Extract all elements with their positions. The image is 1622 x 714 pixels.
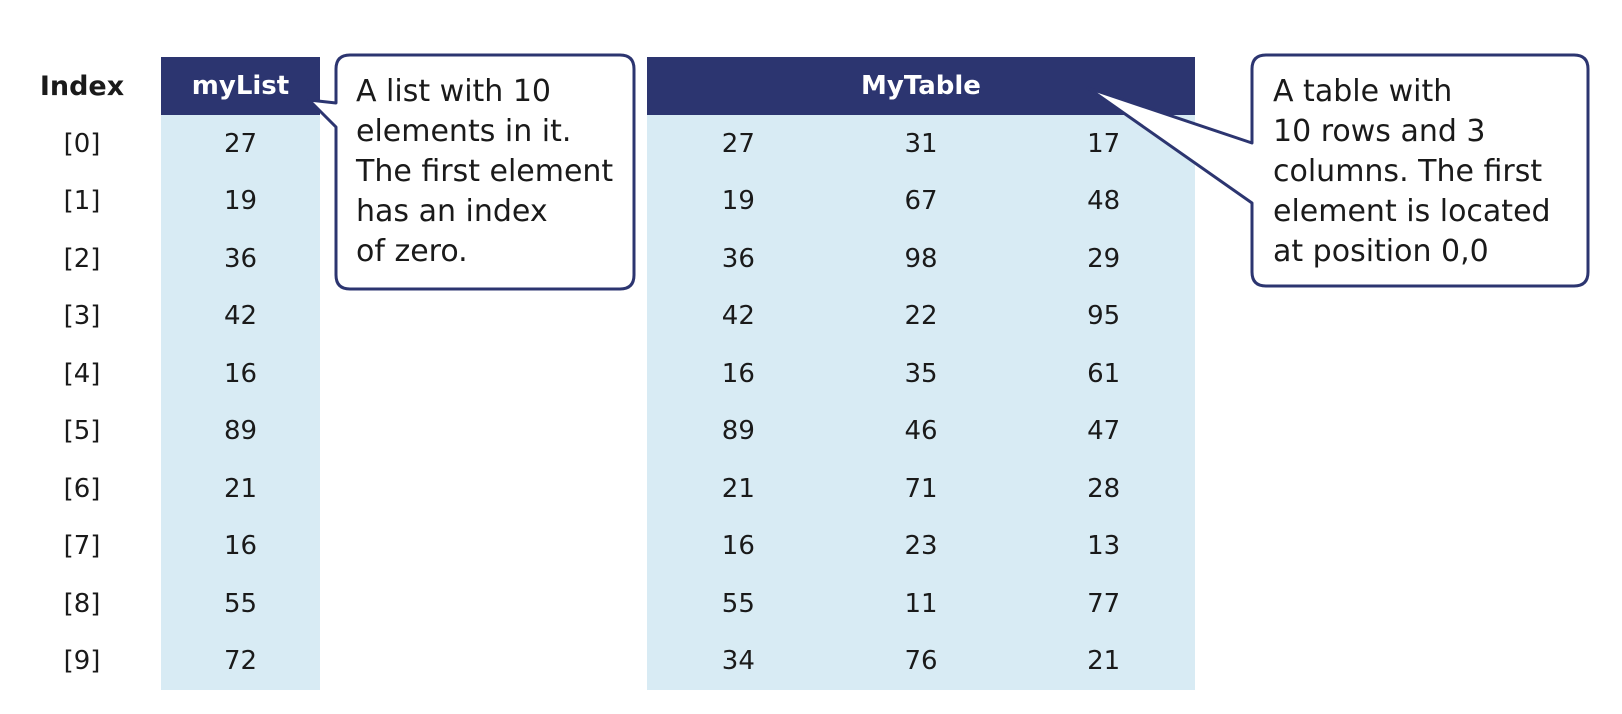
table-cell: 31 — [904, 128, 938, 159]
table-cell: 19 — [721, 186, 755, 217]
list-header: myList — [161, 57, 320, 115]
list-cell: 21 — [223, 473, 258, 504]
table-cell: 89 — [721, 416, 755, 447]
list-cell: 36 — [223, 243, 258, 274]
table-row: 16 23 13 — [647, 518, 1195, 576]
table-cell: 16 — [721, 531, 755, 562]
table-row: 27 31 17 — [647, 115, 1195, 173]
table-row: 36 98 29 — [647, 230, 1195, 288]
table-cell: 23 — [904, 531, 938, 562]
list-callout-text: A list with 10 elements in it. The first… — [356, 74, 614, 269]
index-cell: [0] — [63, 128, 101, 159]
table-cell: 13 — [1087, 531, 1121, 562]
table-cell: 29 — [1087, 243, 1121, 274]
table-cell: 61 — [1087, 358, 1121, 389]
table-cell: 76 — [904, 646, 938, 677]
index-column: [0] [1] [2] [3] [4] [5] [6] [7] [8] [9] — [30, 115, 134, 690]
list-cell: 19 — [223, 186, 258, 217]
table-callout-text: A table with 10 rows and 3 columns. The … — [1273, 74, 1551, 269]
index-cell: [7] — [63, 531, 101, 562]
index-cell: [4] — [63, 358, 101, 389]
table-cell: 77 — [1087, 588, 1121, 619]
table-header: MyTable — [647, 57, 1195, 115]
table-row: 21 71 28 — [647, 460, 1195, 518]
table-row: 89 46 47 — [647, 403, 1195, 461]
table-row: 19 67 48 — [647, 173, 1195, 231]
table-row: 55 11 77 — [647, 575, 1195, 633]
table-cell: 35 — [904, 358, 938, 389]
table-row: 34 76 21 — [647, 633, 1195, 691]
list-cell: 55 — [223, 588, 258, 619]
index-cell: [1] — [63, 186, 101, 217]
table-cell: 47 — [1087, 416, 1121, 447]
index-cell: [2] — [63, 243, 101, 274]
index-cell: [3] — [63, 301, 101, 332]
list-cell: 42 — [223, 301, 258, 332]
index-cell: [5] — [63, 416, 101, 447]
list-cell: 72 — [223, 646, 258, 677]
table-cell: 21 — [1087, 646, 1121, 677]
index-cell: [6] — [63, 473, 101, 504]
table-cell: 95 — [1087, 301, 1121, 332]
table-cell: 22 — [904, 301, 938, 332]
table-cell: 16 — [721, 358, 755, 389]
list-cell: 27 — [223, 128, 258, 159]
index-cell: [8] — [63, 588, 101, 619]
table-cell: 11 — [904, 588, 938, 619]
index-header: Index — [39, 71, 125, 102]
table-row: 42 22 95 — [647, 288, 1195, 346]
list-cell: 16 — [223, 531, 258, 562]
list-cell: 89 — [223, 416, 258, 447]
list-cell: 16 — [223, 358, 258, 389]
table-row: 16 35 61 — [647, 345, 1195, 403]
table-cell: 21 — [721, 473, 755, 504]
table-cell: 67 — [904, 186, 938, 217]
table-cell: 46 — [904, 416, 938, 447]
index-cell: [9] — [63, 646, 101, 677]
list-body: 27 19 36 42 16 89 21 16 55 72 — [161, 115, 320, 690]
table-cell: 28 — [1087, 473, 1121, 504]
table-cell: 34 — [721, 646, 755, 677]
table-cell: 98 — [904, 243, 938, 274]
table-cell: 42 — [721, 301, 755, 332]
table-body: 27 31 17 19 67 48 36 98 29 42 22 95 16 3… — [647, 115, 1195, 690]
table-cell: 48 — [1087, 186, 1121, 217]
table-cell: 71 — [904, 473, 938, 504]
table-cell: 27 — [721, 128, 755, 159]
table-cell: 36 — [721, 243, 755, 274]
table-cell: 55 — [721, 588, 755, 619]
table-cell: 17 — [1087, 128, 1121, 159]
